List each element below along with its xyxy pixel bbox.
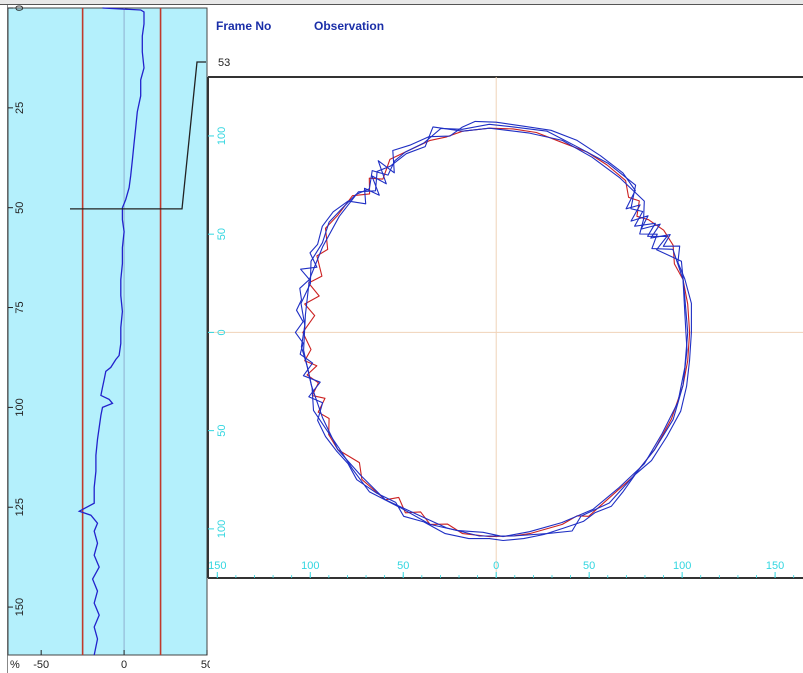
plot-x-tick-0: 150 — [208, 560, 226, 572]
plot-x-tick-4: 50 — [583, 560, 595, 572]
frame-marker-label: 53 — [218, 57, 230, 69]
profile-y-tick-50: 50 — [14, 202, 26, 214]
profile-trace — [77, 7, 145, 656]
plot-x-tick-3: 0 — [493, 560, 499, 572]
profile-y-tick-150: 150 — [14, 598, 26, 616]
observation-trace-2 — [294, 120, 692, 542]
plot-x-tick-5: 100 — [673, 560, 691, 572]
plot-y-tick-3: 50 — [216, 425, 228, 437]
profile-y-tick-25: 25 — [14, 102, 26, 114]
deviation-profile-chart: 0 25 50 75 100 125 150 -50 0 50% — [7, 5, 210, 671]
observation-label[interactable]: Observation — [314, 19, 385, 33]
plot-y-tick-4: 100 — [216, 520, 228, 538]
plot-y-tick-1: 50 — [216, 228, 228, 240]
plot-x-tick-6: 150 — [766, 560, 784, 572]
plot-x-tick-2: 50 — [397, 560, 409, 572]
profile-x-tick--50: -50 — [33, 659, 49, 671]
frame-marker-connector — [70, 61, 206, 210]
profile-unit-label: % — [10, 659, 20, 671]
profile-y-tick-125: 125 — [14, 498, 26, 516]
plot-y-tick-2: 0 — [216, 329, 228, 335]
observation-trace-3 — [300, 123, 689, 538]
window-top-border — [0, 0, 803, 5]
profile-x-tick-0: 0 — [121, 659, 127, 671]
plot-y-tick-0: 100 — [216, 127, 228, 145]
profile-y-tick-100: 100 — [14, 398, 26, 416]
profile-y-tick-75: 75 — [14, 301, 26, 313]
profile-x-tick-50: 50 — [201, 659, 210, 671]
profile-y-tick-0: 0 — [14, 5, 26, 11]
plot-x-tick-1: 100 — [301, 560, 319, 572]
frame-no-label[interactable]: Frame No — [216, 19, 272, 33]
observation-trace-4 — [303, 126, 688, 537]
